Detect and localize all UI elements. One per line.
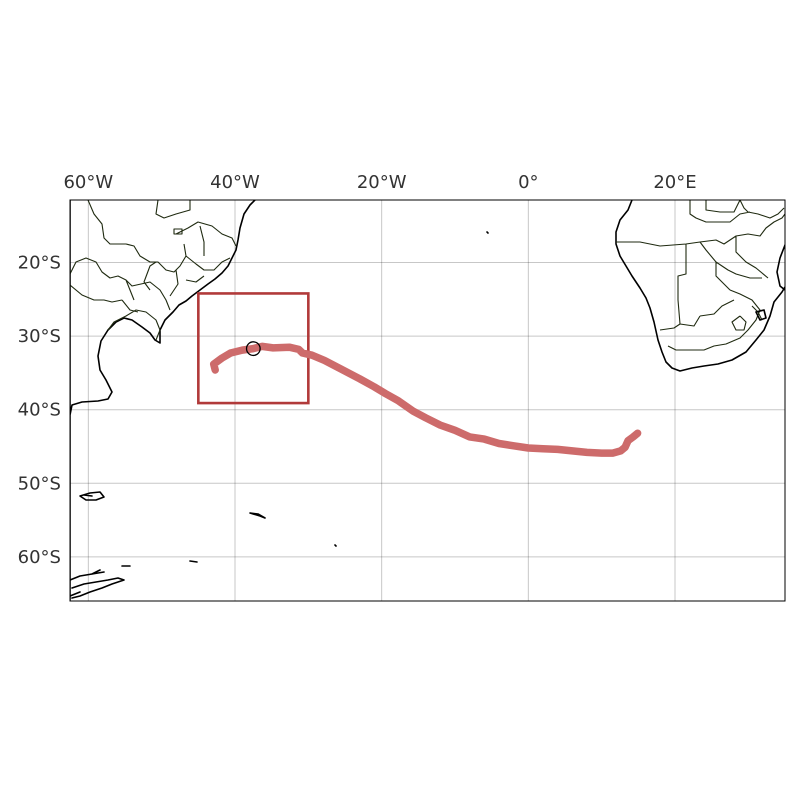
tristan-da-cunha (486, 231, 489, 234)
storm-track-line (209, 342, 642, 457)
antarctic-peninsula-islands (70, 565, 131, 599)
africa-borders (616, 200, 785, 351)
south-georgia-island (249, 512, 266, 519)
y-tick-label: 60°S (18, 547, 61, 568)
south-sandwich-islands (189, 544, 337, 563)
madagascar-outline (776, 244, 785, 291)
south-america-landmass (70, 200, 256, 601)
south-america-borders (70, 200, 237, 341)
africa-coastline (615, 200, 785, 372)
small-state-outline (173, 228, 183, 235)
small-islands (70, 231, 489, 599)
x-tick-label: 20°E (653, 172, 696, 193)
x-tick-labels: 60°W 40°W 20°W 0° 20°E (63, 172, 696, 193)
y-tick-label: 20°S (18, 253, 61, 274)
y-tick-labels: 20°S 30°S 40°S 50°S 60°S (18, 253, 61, 568)
x-tick-label: 60°W (63, 172, 113, 193)
falkland-islands (79, 491, 105, 501)
south-america-coastline (70, 200, 256, 601)
current-position-marker (245, 341, 261, 357)
x-tick-label: 20°W (357, 172, 407, 193)
x-tick-label: 40°W (210, 172, 260, 193)
x-tick-label: 0° (518, 172, 538, 193)
map-area (69, 199, 786, 602)
y-tick-label: 30°S (18, 326, 61, 347)
map-frame (69, 199, 786, 602)
y-tick-label: 40°S (18, 400, 61, 421)
africa-lake-outline (755, 309, 767, 321)
africa-landmass (615, 200, 785, 372)
gridlines (70, 200, 785, 601)
y-tick-label: 50°S (18, 473, 61, 494)
highlight-region-box (197, 292, 310, 405)
